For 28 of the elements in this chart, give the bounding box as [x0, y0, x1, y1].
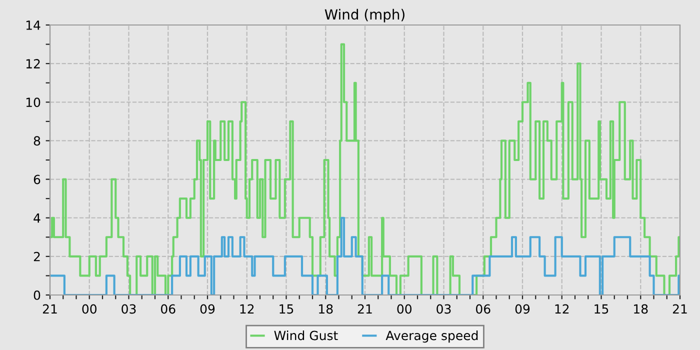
x-tick-label: 15 — [280, 304, 294, 314]
x-tick-label: 21 — [672, 304, 687, 314]
y-tick-label: 0 — [34, 290, 40, 300]
y-tick-label: 10 — [26, 98, 40, 108]
x-tick-label: 18 — [319, 304, 333, 314]
x-tick-label: 15 — [594, 304, 608, 314]
x-tick-label: 00 — [397, 304, 412, 314]
y-tick-label: 2 — [34, 252, 40, 262]
y-tick-label: 4 — [34, 213, 40, 223]
chart-title: Wind (mph) — [324, 8, 404, 22]
y-tick-label: 14 — [26, 20, 40, 30]
legend-label: Wind Gust — [274, 330, 338, 340]
y-tick-label: 6 — [34, 174, 40, 184]
y-tick-label: 12 — [26, 59, 40, 68]
x-tick-label: 03 — [122, 304, 136, 314]
x-tick-label: 09 — [515, 304, 530, 314]
legend-label: Average speed — [386, 330, 478, 343]
x-tick-label: 00 — [82, 304, 96, 314]
y-tick-label: 8 — [34, 136, 40, 146]
x-tick-label: 09 — [200, 304, 215, 314]
x-tick-label: 18 — [634, 304, 648, 314]
x-tick-label: 12 — [555, 304, 569, 314]
x-tick-label: 06 — [160, 304, 176, 314]
x-tick-label: 03 — [436, 304, 451, 314]
x-tick-label: 12 — [240, 304, 254, 314]
x-tick-label: 21 — [358, 304, 372, 314]
x-tick-label: 06 — [476, 304, 490, 314]
x-tick-label: 21 — [42, 304, 57, 314]
